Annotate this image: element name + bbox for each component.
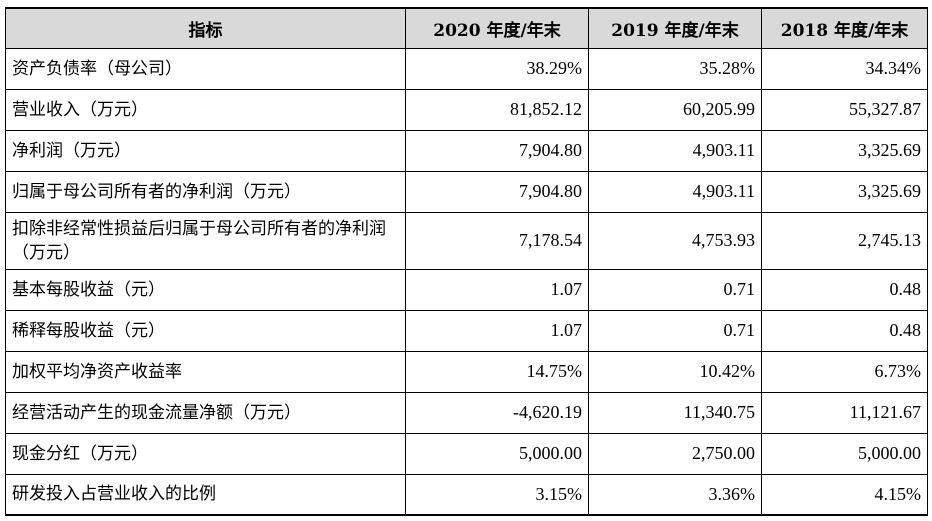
- value-2018: 55,327.87: [761, 88, 928, 131]
- table-row: 基本每股收益（元） 1.07 0.71 0.48: [5, 268, 928, 311]
- value-2019: 60,205.99: [588, 88, 762, 131]
- header-2020: 2020 年度/年末: [405, 7, 589, 49]
- value-2020: 7,904.80: [405, 129, 589, 172]
- row-label: 基本每股收益（元）: [5, 268, 406, 311]
- row-label: 净利润（万元）: [5, 129, 406, 172]
- header-2019: 2019 年度/年末: [588, 7, 762, 49]
- value-2018: 0.48: [761, 309, 928, 352]
- value-2018: 11,121.67: [761, 391, 928, 434]
- row-label: 扣除非经常性损益后归属于母公司所有者的净利润（万元）: [5, 211, 406, 270]
- value-2020: 1.07: [405, 268, 589, 311]
- value-2018: 3,325.69: [761, 129, 928, 172]
- value-2020: 38.29%: [405, 47, 589, 90]
- table-row: 资产负债率（母公司） 38.29% 35.28% 34.34%: [5, 47, 928, 90]
- table-row: 净利润（万元） 7,904.80 4,903.11 3,325.69: [5, 129, 928, 172]
- row-label: 现金分红（万元）: [5, 432, 406, 475]
- row-label: 稀释每股收益（元）: [5, 309, 406, 352]
- table-row: 经营活动产生的现金流量净额（万元） -4,620.19 11,340.75 11…: [5, 391, 928, 434]
- value-2018: 2,745.13: [761, 211, 928, 270]
- value-2019: 4,903.11: [588, 170, 762, 213]
- value-2018: 3,325.69: [761, 170, 928, 213]
- value-2019: 35.28%: [588, 47, 762, 90]
- value-2020: 1.07: [405, 309, 589, 352]
- table-row: 营业收入（万元） 81,852.12 60,205.99 55,327.87: [5, 88, 928, 131]
- value-2020: 3.15%: [405, 473, 589, 516]
- row-label: 经营活动产生的现金流量净额（万元）: [5, 391, 406, 434]
- value-2020: 7,904.80: [405, 170, 589, 213]
- value-2019: 4,753.93: [588, 211, 762, 270]
- table-row: 加权平均净资产收益率 14.75% 10.42% 6.73%: [5, 350, 928, 393]
- value-2018: 34.34%: [761, 47, 928, 90]
- value-2019: 4,903.11: [588, 129, 762, 172]
- row-label: 资产负债率（母公司）: [5, 47, 406, 90]
- value-2019: 2,750.00: [588, 432, 762, 475]
- value-2020: 14.75%: [405, 350, 589, 393]
- row-label: 营业收入（万元）: [5, 88, 406, 131]
- table-row: 扣除非经常性损益后归属于母公司所有者的净利润（万元） 7,178.54 4,75…: [5, 211, 928, 270]
- header-indicator: 指标: [5, 7, 406, 49]
- value-2019: 11,340.75: [588, 391, 762, 434]
- row-label: 加权平均净资产收益率: [5, 350, 406, 393]
- table-row: 归属于母公司所有者的净利润（万元） 7,904.80 4,903.11 3,32…: [5, 170, 928, 213]
- value-2019: 0.71: [588, 309, 762, 352]
- value-2020: 81,852.12: [405, 88, 589, 131]
- financial-indicators-table: 指标 2020 年度/年末 2019 年度/年末 2018 年度/年末 资产负债…: [5, 7, 928, 516]
- value-2018: 4.15%: [761, 473, 928, 516]
- table-row: 现金分红（万元） 5,000.00 2,750.00 5,000.00: [5, 432, 928, 475]
- header-2018: 2018 年度/年末: [761, 7, 928, 49]
- value-2019: 10.42%: [588, 350, 762, 393]
- row-label: 研发投入占营业收入的比例: [5, 473, 406, 516]
- value-2019: 3.36%: [588, 473, 762, 516]
- value-2018: 0.48: [761, 268, 928, 311]
- value-2020: 5,000.00: [405, 432, 589, 475]
- value-2020: -4,620.19: [405, 391, 589, 434]
- table-header-row: 指标 2020 年度/年末 2019 年度/年末 2018 年度/年末: [5, 7, 928, 49]
- value-2020: 7,178.54: [405, 211, 589, 270]
- table-row: 稀释每股收益（元） 1.07 0.71 0.48: [5, 309, 928, 352]
- row-label: 归属于母公司所有者的净利润（万元）: [5, 170, 406, 213]
- value-2018: 5,000.00: [761, 432, 928, 475]
- value-2019: 0.71: [588, 268, 762, 311]
- value-2018: 6.73%: [761, 350, 928, 393]
- table-row: 研发投入占营业收入的比例 3.15% 3.36% 4.15%: [5, 473, 928, 516]
